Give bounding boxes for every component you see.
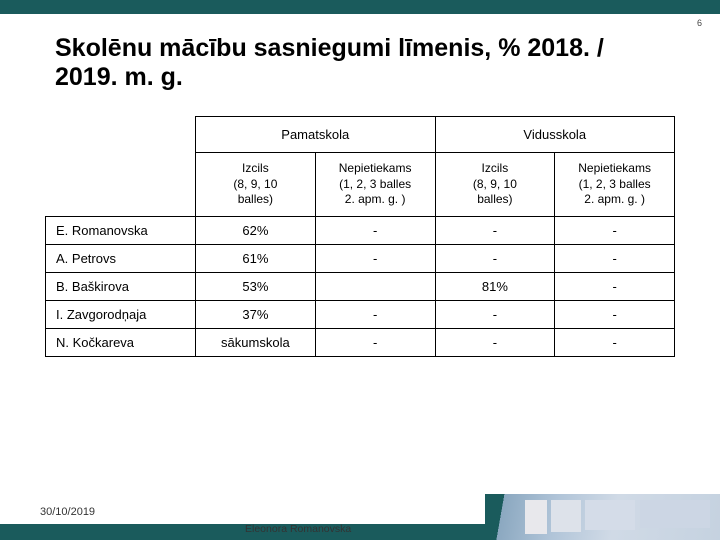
cell: - [315,216,435,244]
row-name: A. Petrovs [46,244,196,272]
cell: - [435,300,555,328]
header-vidusskola: Vidusskola [435,117,675,153]
row-name: N. Kočkareva [46,328,196,356]
building-shape [551,500,581,532]
cell: - [555,300,675,328]
cell: - [435,216,555,244]
top-accent-bar [0,0,720,14]
cell: - [315,244,435,272]
building-shape [525,500,547,534]
table-row: N. Kočkareva sākumskola - - - [46,328,675,356]
slide: 6 Skolēnu mācību sasniegumi līmenis, % 2… [0,0,720,540]
cell: - [315,300,435,328]
table-row: A. Petrovs 61% - - - [46,244,675,272]
building-shape [585,500,635,530]
cell: 37% [196,300,316,328]
footer-accent-bar [0,524,485,540]
cell: - [435,328,555,356]
subheader-nepietiekams-1: Nepietiekams(1, 2, 3 balles2. apm. g. ) [315,153,435,217]
row-name: B. Baškirova [46,272,196,300]
cell: - [435,244,555,272]
cell [315,272,435,300]
cell: - [555,272,675,300]
footer-author: Eleonora Romanovska [245,523,351,535]
cell: - [555,328,675,356]
footer: 30/10/2019 Eleonora Romanovska [0,494,720,540]
table-row: E. Romanovska 62% - - - [46,216,675,244]
cell: - [555,244,675,272]
slide-title: Skolēnu mācību sasniegumi līmenis, % 201… [55,34,665,92]
cell: 53% [196,272,316,300]
subheader-izcils-2: Izcils(8, 9, 10balles) [435,153,555,217]
row-name: I. Zavgorodņaja [46,300,196,328]
results-table: Pamatskola Vidusskola Izcils(8, 9, 10bal… [45,116,675,357]
header-pamatskola: Pamatskola [196,117,436,153]
footer-date: 30/10/2019 [40,506,95,518]
table-row: B. Baškirova 53% 81% - [46,272,675,300]
cell: - [555,216,675,244]
subheader-izcils-1: Izcils(8, 9, 10balles) [196,153,316,217]
cell: 62% [196,216,316,244]
building-shape [640,500,710,528]
footer-building-image [485,494,720,540]
table-row: I. Zavgorodņaja 37% - - - [46,300,675,328]
cell: sākumskola [196,328,316,356]
cell: - [315,328,435,356]
subheader-nepietiekams-2: Nepietiekams(1, 2, 3 balles2. apm. g. ) [555,153,675,217]
table-corner [46,117,196,217]
results-table-wrap: Pamatskola Vidusskola Izcils(8, 9, 10bal… [45,116,675,357]
table-body: E. Romanovska 62% - - - A. Petrovs 61% -… [46,216,675,356]
slide-number: 6 [697,18,702,28]
cell: 81% [435,272,555,300]
cell: 61% [196,244,316,272]
row-name: E. Romanovska [46,216,196,244]
